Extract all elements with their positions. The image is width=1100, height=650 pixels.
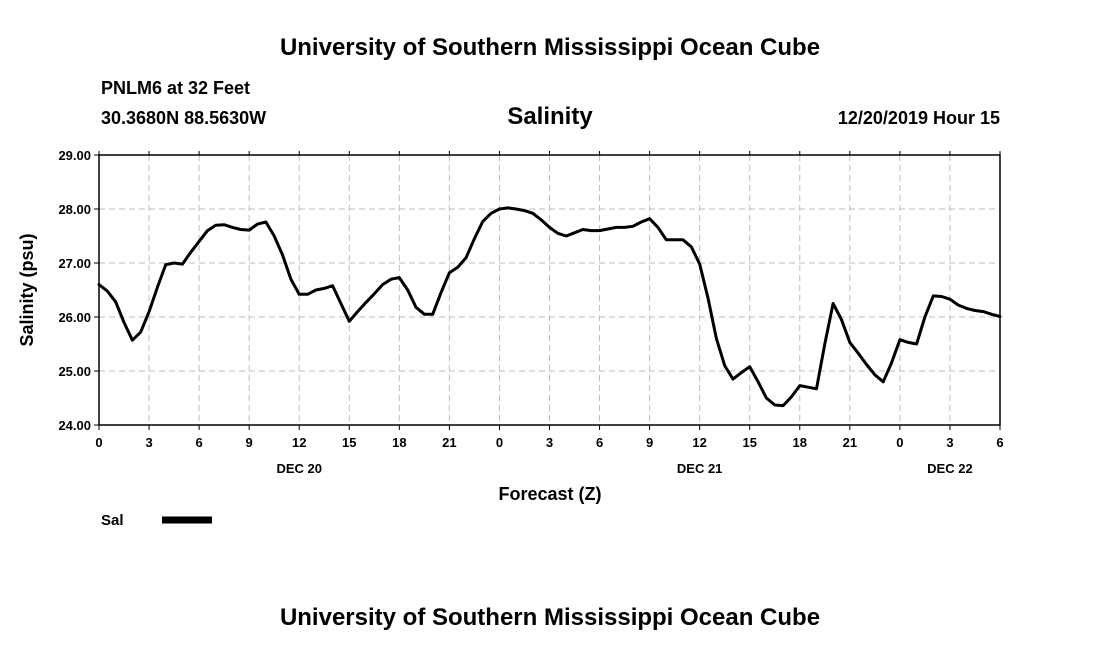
x-tick-label: 12: [692, 435, 706, 450]
x-tick-label: 0: [496, 435, 503, 450]
y-tick-label: 25.00: [58, 364, 91, 379]
x-tick-label: 3: [546, 435, 553, 450]
date-label: DEC 21: [677, 461, 723, 476]
x-tick-label: 12: [292, 435, 306, 450]
x-tick-label: 15: [742, 435, 756, 450]
y-tick-label: 29.00: [58, 148, 91, 163]
x-tick-label: 21: [843, 435, 857, 450]
x-tick-label: 0: [95, 435, 102, 450]
y-tick-label: 24.00: [58, 418, 91, 433]
legend-label: Sal: [101, 512, 124, 529]
x-tick-label: 6: [996, 435, 1003, 450]
run-time-label: 12/20/2019 Hour 15: [838, 108, 1000, 128]
series-line-sal: [97, 206, 1002, 408]
x-tick-label: 15: [342, 435, 356, 450]
date-label: DEC 20: [276, 461, 322, 476]
footer-title: University of Southern Mississippi Ocean…: [280, 604, 820, 631]
y-tick-label: 27.00: [58, 256, 91, 271]
x-tick-label: 9: [646, 435, 653, 450]
station-label: PNLM6 at 32 Feet: [101, 78, 250, 98]
grid: [99, 155, 1000, 425]
x-tick-label: 21: [442, 435, 456, 450]
x-tick-label: 6: [596, 435, 603, 450]
y-tick-label: 26.00: [58, 310, 91, 325]
x-tick-label: 9: [246, 435, 253, 450]
x-tick-label: 6: [195, 435, 202, 450]
x-tick-label: 18: [392, 435, 406, 450]
series-layer: [97, 206, 1002, 408]
chart-title: Salinity: [507, 103, 593, 130]
x-tick-label: 3: [946, 435, 953, 450]
coordinates-label: 30.3680N 88.5630W: [101, 108, 266, 128]
org-title: University of Southern Mississippi Ocean…: [280, 34, 820, 61]
axis-ticks: 24.00 25.00 26.00 27.00 28.00 29.00 0 3 6 9 12 15 18…: [58, 148, 1003, 476]
x-axis-label: Forecast (Z): [498, 484, 601, 504]
date-label: DEC 22: [927, 461, 973, 476]
x-tick-label: 0: [896, 435, 903, 450]
x-tick-label: 18: [793, 435, 807, 450]
x-tick-label: 3: [145, 435, 152, 450]
y-axis-label: Salinity (psu): [17, 233, 37, 346]
y-tick-label: 28.00: [58, 202, 91, 217]
